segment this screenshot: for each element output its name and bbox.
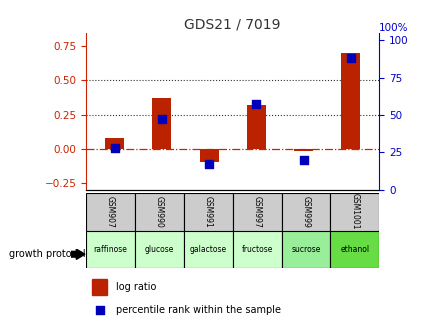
Bar — [135, 193, 184, 231]
Bar — [184, 193, 232, 231]
Bar — [330, 231, 378, 268]
Point — [158, 117, 165, 122]
Text: GSM1001: GSM1001 — [350, 194, 359, 230]
Bar — [184, 231, 232, 268]
Bar — [92, 279, 107, 295]
Text: percentile rank within the sample: percentile rank within the sample — [116, 305, 281, 315]
Bar — [281, 231, 330, 268]
Point — [347, 56, 353, 61]
Text: sucrose: sucrose — [291, 245, 320, 254]
Text: fructose: fructose — [241, 245, 272, 254]
Bar — [294, 149, 312, 151]
Text: log ratio: log ratio — [116, 283, 157, 292]
Text: GSM990: GSM990 — [155, 196, 163, 228]
Text: growth protocol: growth protocol — [9, 250, 85, 259]
Bar — [152, 98, 171, 149]
Text: 100%: 100% — [378, 23, 408, 33]
Bar — [232, 231, 281, 268]
Bar — [330, 193, 378, 231]
Text: GDS21 / 7019: GDS21 / 7019 — [184, 18, 280, 32]
Text: GSM907: GSM907 — [106, 196, 115, 228]
Text: GSM999: GSM999 — [301, 196, 310, 228]
Point — [111, 145, 118, 150]
Bar — [199, 149, 218, 163]
Bar — [105, 138, 124, 149]
Bar — [86, 193, 135, 231]
Text: glucose: glucose — [144, 245, 174, 254]
Text: raffinose: raffinose — [93, 245, 127, 254]
Bar — [232, 193, 281, 231]
Point — [205, 162, 212, 167]
Point — [300, 157, 307, 163]
Bar — [135, 231, 184, 268]
Bar — [246, 105, 265, 149]
Text: ethanol: ethanol — [340, 245, 369, 254]
Bar — [341, 53, 359, 149]
Text: galactose: galactose — [189, 245, 226, 254]
Bar — [86, 231, 135, 268]
Point — [252, 102, 259, 107]
Bar — [281, 193, 330, 231]
Text: GSM997: GSM997 — [252, 196, 261, 228]
Text: GSM991: GSM991 — [203, 196, 212, 228]
Point — [96, 308, 103, 313]
FancyArrow shape — [71, 249, 85, 259]
